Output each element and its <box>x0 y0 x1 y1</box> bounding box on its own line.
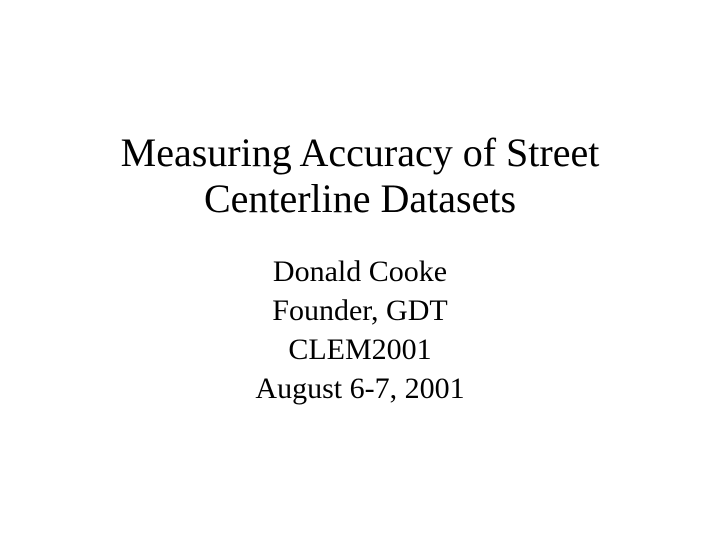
author-line: Donald Cooke <box>255 252 464 291</box>
event-line: CLEM2001 <box>255 330 464 369</box>
role-line: Founder, GDT <box>255 291 464 330</box>
date-line: August 6-7, 2001 <box>255 369 464 408</box>
slide-title: Measuring Accuracy of Street Centerline … <box>50 130 670 222</box>
slide-details: Donald Cooke Founder, GDT CLEM2001 Augus… <box>255 252 464 408</box>
